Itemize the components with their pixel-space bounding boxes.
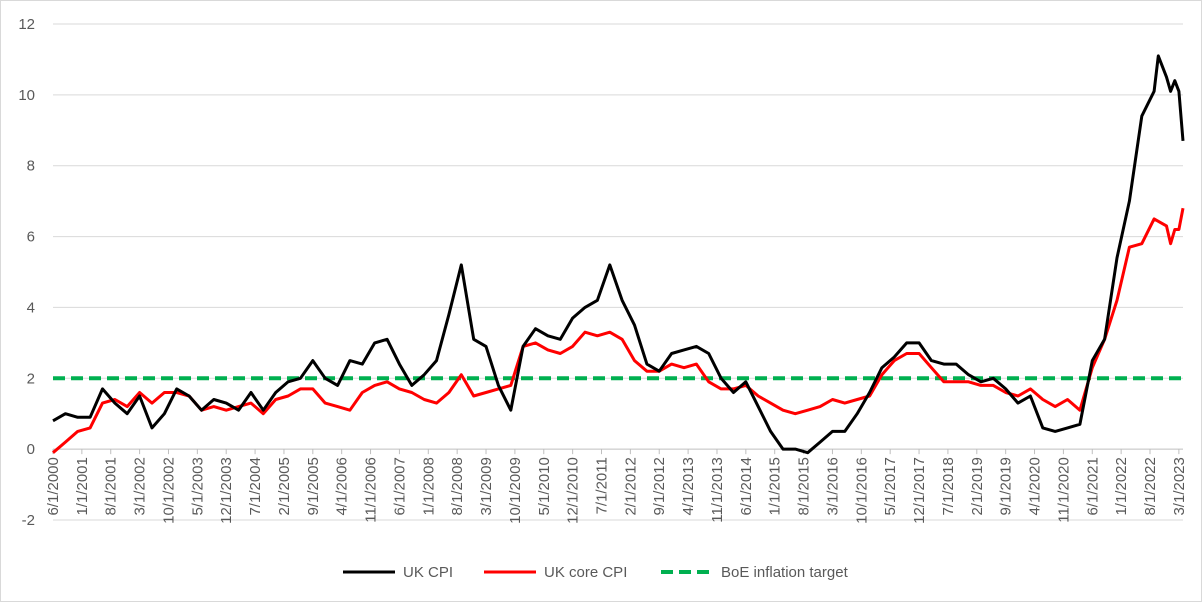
x-tick-label: 5/1/2017 [882, 457, 899, 515]
series-line-uk-cpi [52, 54, 1185, 455]
x-tick-label: 2/1/2019 [969, 457, 986, 515]
x-tick-label: 12/1/2017 [911, 457, 928, 524]
x-tick-label: 10/1/2002 [160, 457, 177, 524]
x-tick-label: 1/1/2015 [767, 457, 784, 515]
series-line-uk-core-cpi [52, 207, 1185, 454]
y-tick-label: 6 [27, 229, 35, 246]
x-tick-label: 1/1/2022 [1113, 457, 1130, 515]
y-axis: -2 0 2 4 6 8 10 12 [18, 16, 35, 529]
x-tick-label: 10/1/2009 [507, 457, 524, 524]
y-tick-label: 8 [27, 158, 35, 175]
y-tick-label: 0 [27, 441, 35, 458]
x-tick-label: 2/1/2012 [622, 457, 639, 515]
x-tick-label: 6/1/2021 [1084, 457, 1101, 515]
legend: UK CPI UK core CPI BoE inflation target [343, 564, 849, 581]
y-tick-label: 4 [27, 299, 35, 316]
x-tick-label: 3/1/2016 [824, 457, 841, 515]
x-tick-label: 7/1/2004 [247, 457, 264, 515]
x-tick-label: 3/1/2009 [478, 457, 495, 515]
y-tick-label: 12 [18, 16, 35, 33]
x-tick-label: 12/1/2010 [565, 457, 582, 524]
x-tick-label: 3/1/2023 [1171, 457, 1188, 515]
x-tick-label: 6/1/2007 [391, 457, 408, 515]
x-tick-label: 9/1/2019 [998, 457, 1015, 515]
x-tick-label: 11/1/2006 [363, 457, 380, 523]
y-tick-label: 10 [18, 87, 35, 104]
y-tick-label: 2 [27, 370, 35, 387]
x-tick-label: 4/1/2020 [1027, 457, 1044, 515]
x-tick-label: 3/1/2002 [132, 457, 149, 515]
x-tick-label: 8/1/2008 [449, 457, 466, 515]
legend-label: BoE inflation target [721, 564, 849, 581]
x-tick-label: 6/1/2000 [45, 457, 62, 515]
series-lines [52, 54, 1185, 455]
x-tick-label: 8/1/2015 [796, 457, 813, 515]
x-axis: 6/1/2000 1/1/2001 8/1/2001 3/1/2002 10/1/200… [45, 448, 1188, 524]
legend-label: UK CPI [403, 564, 453, 581]
x-tick-label: 11/1/2013 [709, 457, 726, 523]
x-tick-label: 1/1/2008 [420, 457, 437, 515]
x-tick-label: 4/1/2006 [334, 457, 351, 515]
x-tick-label: 11/1/2020 [1055, 457, 1072, 523]
x-tick-label: 5/1/2010 [536, 457, 553, 515]
x-tick-label: 9/1/2005 [305, 457, 322, 515]
x-tick-label: 12/1/2003 [218, 457, 235, 524]
x-tick-label: 7/1/2018 [940, 457, 957, 515]
x-tick-label: 1/1/2001 [74, 457, 91, 515]
x-tick-label: 8/1/2001 [103, 457, 120, 515]
x-tick-label: 9/1/2012 [651, 457, 668, 515]
gridlines [53, 23, 1183, 521]
y-tick-label: -2 [22, 512, 35, 529]
x-tick-label: 7/1/2011 [594, 457, 611, 514]
x-tick-label: 5/1/2003 [189, 457, 206, 515]
x-tick-label: 4/1/2013 [680, 457, 697, 515]
x-tick-label: 10/1/2016 [853, 457, 870, 524]
x-tick-label: 2/1/2005 [276, 457, 293, 515]
x-tick-label: 6/1/2014 [738, 457, 755, 515]
legend-label: UK core CPI [544, 564, 627, 581]
x-tick-label: 8/1/2022 [1142, 457, 1159, 515]
